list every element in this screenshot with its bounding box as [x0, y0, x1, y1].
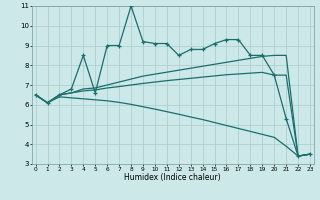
X-axis label: Humidex (Indice chaleur): Humidex (Indice chaleur): [124, 173, 221, 182]
